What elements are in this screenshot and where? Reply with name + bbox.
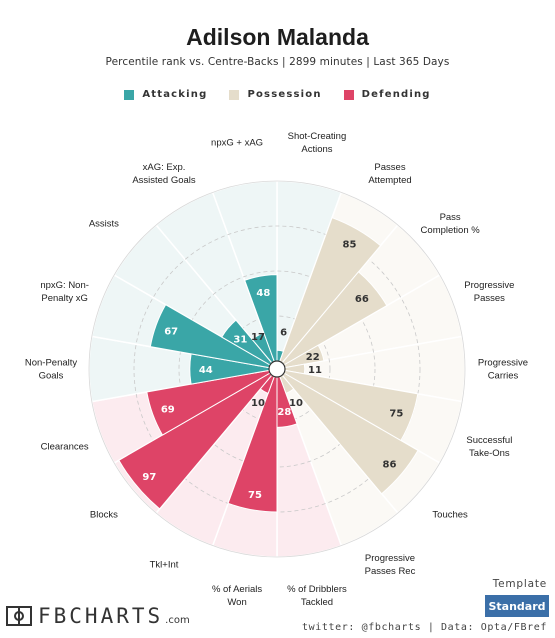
category-label: % of Aerials Won bbox=[212, 584, 262, 608]
pitch-icon bbox=[6, 606, 32, 626]
value-label: 75 bbox=[389, 408, 403, 419]
legend-swatch-defending bbox=[343, 89, 354, 100]
value-label: 75 bbox=[248, 490, 262, 501]
value-label: 86 bbox=[382, 459, 396, 470]
value-label: 44 bbox=[199, 365, 213, 376]
center-hole bbox=[268, 360, 286, 378]
category-label: xAG: Exp. Assisted Goals bbox=[132, 162, 196, 186]
category-label: npxG: Non-Penalty xG bbox=[40, 280, 89, 304]
legend-label-defending: Defending bbox=[361, 89, 431, 100]
legend-item-attacking: Attacking bbox=[124, 89, 207, 100]
category-label: Non-Penalty Goals bbox=[25, 358, 78, 382]
legend-item-defending: Defending bbox=[343, 89, 431, 100]
category-label: Shot-Creating Actions bbox=[288, 131, 347, 155]
value-label: 66 bbox=[355, 294, 369, 305]
value-label: 48 bbox=[256, 288, 270, 299]
category-label: Tkl+Int bbox=[150, 560, 179, 571]
outer-ring bbox=[88, 180, 466, 558]
legend-swatch-attacking bbox=[124, 89, 135, 100]
category-label: % of Dribblers Tackled bbox=[287, 584, 347, 608]
value-label: 10 bbox=[251, 398, 265, 409]
bars bbox=[118, 217, 419, 513]
brand-logo: FBCHARTS .com bbox=[6, 604, 190, 628]
category-label: Touches bbox=[432, 509, 468, 520]
category-label: Blocks bbox=[90, 509, 118, 520]
legend-label-possession: Possession bbox=[247, 89, 322, 100]
grid-ring bbox=[223, 315, 331, 423]
value-label: 11 bbox=[308, 365, 322, 376]
category-label: Progressive Carries bbox=[478, 358, 528, 382]
value-label: 31 bbox=[233, 334, 247, 345]
value-label: 22 bbox=[306, 352, 320, 363]
value-label: 67 bbox=[164, 326, 178, 337]
value-label: 10 bbox=[289, 398, 303, 409]
category-label: Progressive Passes bbox=[464, 280, 514, 304]
value-label: 17 bbox=[251, 332, 265, 343]
category-label: npxG + xAG bbox=[211, 137, 263, 148]
category-label: Pass Completion % bbox=[421, 212, 481, 236]
grid-ring bbox=[178, 270, 376, 468]
legend-label-attacking: Attacking bbox=[142, 89, 208, 100]
legend-swatch-possession bbox=[229, 89, 240, 100]
value-label: 28 bbox=[277, 407, 291, 418]
credits: twitter: @fbcharts | Data: Opta/FBref bbox=[302, 622, 547, 633]
value-label: 97 bbox=[142, 472, 156, 483]
value-label: 85 bbox=[343, 239, 357, 250]
brand-name: FBCHARTS bbox=[38, 604, 164, 628]
category-label: Successful Take-Ons bbox=[466, 435, 512, 459]
category-label: Progressive Passes Rec bbox=[365, 553, 416, 577]
chart-subtitle: Percentile rank vs. Centre-Backs | 2899 … bbox=[105, 56, 450, 68]
category-label: Clearances bbox=[41, 441, 89, 452]
value-label: 69 bbox=[161, 405, 175, 416]
value-label: 6 bbox=[280, 328, 287, 339]
template-badge: Standard bbox=[485, 595, 549, 617]
brand-domain: .com bbox=[165, 614, 190, 626]
legend: Attacking Possession Defending bbox=[0, 89, 555, 100]
category-labels: Shot-Creating Actions Passes Attempted Pass C… bbox=[25, 131, 528, 608]
legend-item-possession: Possession bbox=[229, 89, 321, 100]
category-label: Passes Attempted bbox=[368, 162, 411, 186]
template-label: Template bbox=[492, 578, 547, 590]
page-title: Adilson Malanda bbox=[186, 24, 369, 50]
category-label: Assists bbox=[89, 219, 119, 230]
